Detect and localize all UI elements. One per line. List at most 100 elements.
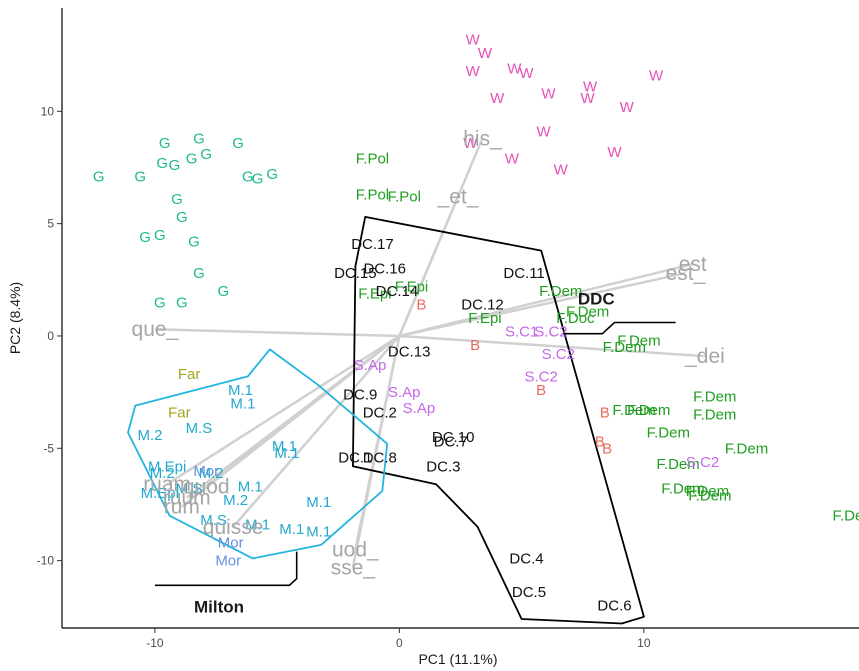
point-label-w: W <box>554 162 569 179</box>
variable-arrows <box>154 137 706 568</box>
point-label-dc-1: DC.1 <box>338 449 372 466</box>
x-tick-label: 10 <box>637 636 651 650</box>
point-label-s-c2: S.C2 <box>542 346 575 363</box>
variable-label-ruam: ruam <box>143 473 191 496</box>
point-label-m-1: M.1 <box>274 445 299 462</box>
point-label-w: W <box>620 99 635 116</box>
point-label-m-1: M.1 <box>245 517 270 534</box>
variable-label-quod: quod <box>183 475 230 498</box>
point-label-g: G <box>159 135 171 152</box>
point-label-s-ap: S.Ap <box>388 384 421 401</box>
point-label-g: G <box>139 229 151 246</box>
point-label-s-c1: S.C1 <box>505 323 538 340</box>
variable-label-est: est_ <box>666 262 706 285</box>
variable-label-his: his_ <box>463 127 502 150</box>
point-label-dc-7: DC.7 <box>434 434 468 451</box>
y-tick-label: 5 <box>47 217 54 231</box>
point-label-g: G <box>169 157 181 174</box>
variable-arrow-sse <box>351 335 401 568</box>
point-label-f-epi: F.Epi <box>468 310 501 327</box>
point-label-m-epi: M.Epi <box>148 458 186 475</box>
point-label-g: G <box>188 234 200 251</box>
variable-arrow-est <box>399 271 686 338</box>
point-label-f-pol: F.Pol <box>356 186 389 203</box>
point-label-dc-13: DC.13 <box>388 344 431 361</box>
point-label-g: G <box>200 146 212 163</box>
point-label-m-1: M.1 <box>238 478 263 495</box>
group-hulls <box>127 215 645 625</box>
point-label-g: G <box>218 283 230 300</box>
point-label-w: W <box>649 67 664 84</box>
point-label-g: G <box>176 209 188 226</box>
point-label-s-ap: S.Ap <box>354 357 387 374</box>
y-tick-label: 0 <box>47 329 54 343</box>
point-label-f-dem: F.Dem <box>566 303 609 320</box>
hull-label-milton: Milton <box>194 597 244 616</box>
variable-arrow-rum <box>181 334 401 508</box>
point-label-f-epi: F.Epi <box>358 285 391 302</box>
point-label-g: G <box>193 130 205 147</box>
hull-labels: DDC Milton <box>154 290 676 616</box>
point-label-m-1: M.1 <box>306 523 331 540</box>
y-tick-label: -10 <box>37 554 55 568</box>
point-label-f-dem: F.Dem <box>661 481 704 498</box>
point-label-s-c2: S.C2 <box>534 323 567 340</box>
point-label-m-2: M.2 <box>138 427 163 444</box>
point-label-dc-6: DC.6 <box>597 598 631 615</box>
y-tick-label: -5 <box>43 441 54 455</box>
point-label-f-pol: F.Pol <box>388 189 421 206</box>
point-label-w: W <box>519 65 534 82</box>
point-label-f-doc: F.Doc <box>556 310 595 327</box>
point-label-m-1: M.1 <box>306 494 331 511</box>
point-label-g: G <box>266 166 278 183</box>
point-label-g: G <box>154 294 166 311</box>
y-tick-label: 10 <box>41 104 55 118</box>
variable-arrow-que <box>154 327 400 338</box>
point-label-m-1: M.1 <box>230 395 255 412</box>
x-tick-label: -10 <box>146 636 164 650</box>
point-label-f-dem: F.Dem <box>617 332 660 349</box>
variable-label-est: est <box>679 253 707 276</box>
variable-label-uod: uod_ <box>332 538 379 561</box>
hull-label-ddc: DDC <box>578 290 615 309</box>
point-label-f-dem: F.Dem <box>832 508 859 525</box>
y-axis-label: PC2 (8.4%) <box>7 282 23 354</box>
variable-labels: que_his__et_estest__deiuod_sse_ruamruumq… <box>132 127 725 579</box>
point-label-m-epi: M.Epi <box>141 485 179 502</box>
point-label-m-s: M.S <box>200 512 227 529</box>
point-label-m-2: M.2 <box>150 465 175 482</box>
point-label-w: W <box>607 144 622 161</box>
point-label-w: W <box>581 90 596 107</box>
point-label-f-dem: F.Dem <box>725 440 768 457</box>
point-label-dc-2: DC.2 <box>363 404 397 421</box>
point-label-s-ap: S.Ap <box>403 400 436 417</box>
point-label-w: W <box>478 45 493 62</box>
point-label-w: W <box>505 151 520 168</box>
point-label-w: W <box>507 61 522 78</box>
point-label-b: B <box>536 382 546 399</box>
point-label-dc-15: DC.15 <box>334 265 377 282</box>
point-label-f-dem: F.Dem <box>647 425 690 442</box>
point-label-f-epi: F.Epi <box>395 279 428 296</box>
point-label-dc-10: DC.10 <box>432 429 475 446</box>
variable-arrow-et <box>398 196 460 337</box>
point-label-w: W <box>537 124 552 141</box>
point-label-g: G <box>154 227 166 244</box>
variable-label-rum: rum <box>164 496 200 519</box>
point-label-w: W <box>583 79 598 96</box>
point-label-f-dem: F.Dem <box>539 283 582 300</box>
hull-leader-ddc <box>563 321 676 335</box>
point-label-dc-9: DC.9 <box>343 386 377 403</box>
point-label-b: B <box>602 440 612 457</box>
variable-label-et: _et_ <box>437 186 479 209</box>
hull-ddc <box>351 215 645 625</box>
point-label-f-dem: F.Dem <box>693 389 736 406</box>
point-label-g: G <box>134 168 146 185</box>
point-label-m-2: M.2 <box>223 492 248 509</box>
x-tick-label: 0 <box>396 636 403 650</box>
point-label-s-c2: S.C2 <box>524 368 557 385</box>
variable-arrow-dei <box>399 334 706 358</box>
point-label-w: W <box>541 85 556 102</box>
